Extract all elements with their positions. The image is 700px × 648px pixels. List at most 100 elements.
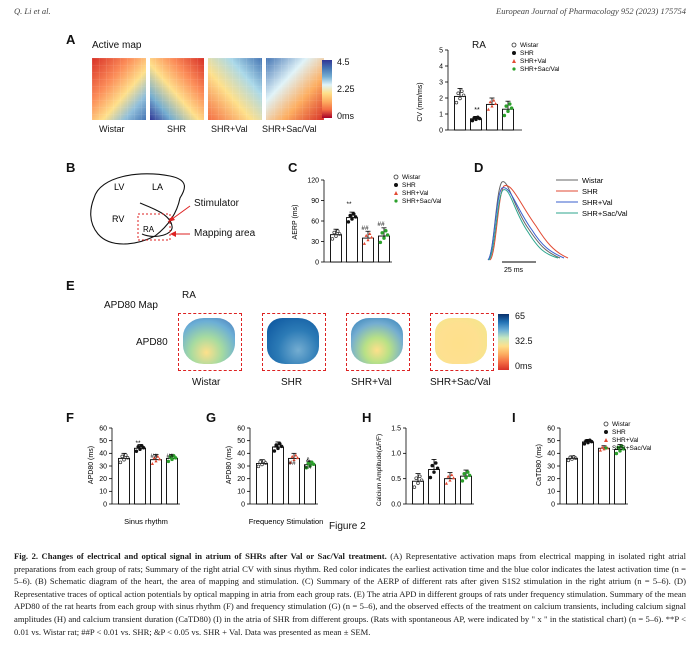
aerp-legend-shr: SHR — [402, 182, 416, 189]
bar-shr — [582, 441, 594, 505]
data-point — [152, 456, 156, 460]
data-point — [464, 475, 468, 480]
g-sig-shr: ** — [273, 445, 279, 452]
data-point — [435, 466, 440, 470]
data-point — [602, 447, 606, 451]
data-point — [304, 465, 309, 470]
data-point — [296, 456, 300, 460]
cv-legend-shr: SHR — [520, 50, 534, 57]
h-ylabel: Calcium Amplitude(ΔF/F) — [376, 434, 383, 506]
data-point — [486, 107, 490, 111]
apd-map-shr-sacval — [430, 313, 494, 371]
bar-shr-val — [486, 103, 498, 131]
panel-label-e: E — [66, 278, 75, 293]
catd80-chart: CaTD80 (ms) 0 10 20 30 40 50 60 ** Wistar SHR … — [536, 421, 652, 508]
data-point — [306, 461, 310, 466]
panel-label-b: B — [66, 160, 76, 175]
data-point — [288, 460, 292, 464]
apd-colorbar-max: 65 — [515, 311, 526, 321]
panel-label-c: C — [288, 160, 298, 175]
apd-label-shr-val: SHR+Val — [351, 377, 392, 388]
data-point — [508, 102, 512, 106]
data-point — [138, 447, 142, 452]
data-point — [278, 441, 282, 446]
i-ylabel: CaTD80 (ms) — [536, 444, 543, 486]
cv-legend-val: SHR+Val — [520, 58, 547, 65]
y-tick-label: 40 — [99, 451, 107, 458]
f-sig-val: ## — [150, 453, 158, 460]
map-label-shr-sacval: SHR+Sac/Val — [262, 124, 317, 134]
i-legend-sacval: SHR+Sac/Val — [612, 445, 652, 452]
data-point — [120, 454, 124, 459]
apd-map-shr — [262, 313, 326, 371]
data-point — [385, 233, 390, 237]
y-tick-label: 0 — [551, 501, 555, 508]
y-tick-label: 50 — [99, 438, 107, 445]
data-point — [336, 229, 340, 233]
apd-sinus-chart: APD80 (ms) 0 10 20 30 40 50 60 ** ## ## Sinus … — [88, 425, 180, 526]
aerp-sig-sacval: ## — [377, 221, 385, 228]
data-point — [509, 106, 514, 110]
data-point — [290, 454, 294, 458]
data-point — [600, 445, 604, 449]
data-point — [490, 104, 494, 108]
data-point — [362, 241, 366, 245]
data-point — [492, 98, 496, 102]
active-map-colorbar — [322, 60, 332, 118]
y-tick-label: 90 — [311, 198, 319, 205]
bar-shr — [428, 469, 440, 505]
data-point — [504, 104, 508, 108]
caption-body: (A) Representative activation maps from … — [14, 551, 686, 637]
cv-chart: CV (mm/ms) 0 1 2 3 4 5 ** Wistar SHR SHR+Val … — [417, 42, 560, 134]
data-point — [166, 459, 171, 464]
panel-label-d: D — [474, 160, 484, 175]
data-point — [432, 470, 436, 474]
bar-wistar — [256, 463, 268, 505]
y-tick-label: 60 — [99, 425, 107, 432]
data-point — [450, 473, 454, 477]
data-point — [462, 472, 466, 476]
data-point — [620, 444, 624, 448]
data-point — [419, 478, 424, 482]
data-point — [618, 449, 622, 453]
bar-shr — [272, 446, 284, 505]
trace-shr-sacval — [488, 189, 559, 261]
data-point — [616, 445, 620, 450]
data-point — [452, 476, 456, 480]
data-point — [621, 447, 626, 451]
y-tick-label: 0 — [241, 501, 245, 508]
data-point — [414, 476, 418, 480]
colorbar-tick-mid: 2.25 — [337, 84, 355, 94]
apd-map-shr-val — [346, 313, 410, 371]
running-header-authors: Q. Li et al. — [14, 6, 51, 16]
data-point — [370, 235, 374, 239]
y-tick-label: 2 — [439, 95, 443, 102]
stimulator-label: Stimulator — [194, 198, 240, 209]
scale-bar-label: 25 ms — [504, 267, 524, 274]
colorbar-tick-max: 4.5 — [337, 57, 350, 67]
data-point — [170, 457, 174, 462]
aerp-legend-sacval: SHR+Sac/Val — [402, 198, 442, 205]
calcium-amplitude-chart: Calcium Amplitude(ΔF/F) 0.0 0.5 1.0 1.5 — [376, 425, 474, 508]
data-point — [461, 93, 466, 98]
data-point — [350, 217, 354, 221]
trace-wistar — [487, 181, 561, 261]
data-point — [292, 458, 296, 462]
data-point — [256, 464, 261, 469]
data-point — [430, 463, 434, 468]
data-point — [570, 457, 574, 461]
label-ra: RA — [143, 225, 155, 234]
bar-shr-sac-val — [378, 235, 390, 263]
y-tick-label: 40 — [547, 451, 555, 458]
aerp-legend: Wistar SHR SHR+Val SHR+Sac/Val — [393, 174, 442, 205]
y-tick-label: 60 — [311, 218, 319, 225]
data-point — [502, 113, 507, 118]
panel-label-i: I — [512, 410, 516, 425]
bar-wistar — [330, 234, 342, 263]
figure-caption: Fig. 2. Changes of electrical and optica… — [14, 550, 686, 638]
data-point — [156, 454, 160, 458]
label-lv: LV — [114, 182, 124, 192]
aerp-legend-val: SHR+Val — [402, 190, 429, 197]
y-tick-label: 0.5 — [391, 476, 401, 483]
map-label-shr: SHR — [167, 124, 187, 134]
